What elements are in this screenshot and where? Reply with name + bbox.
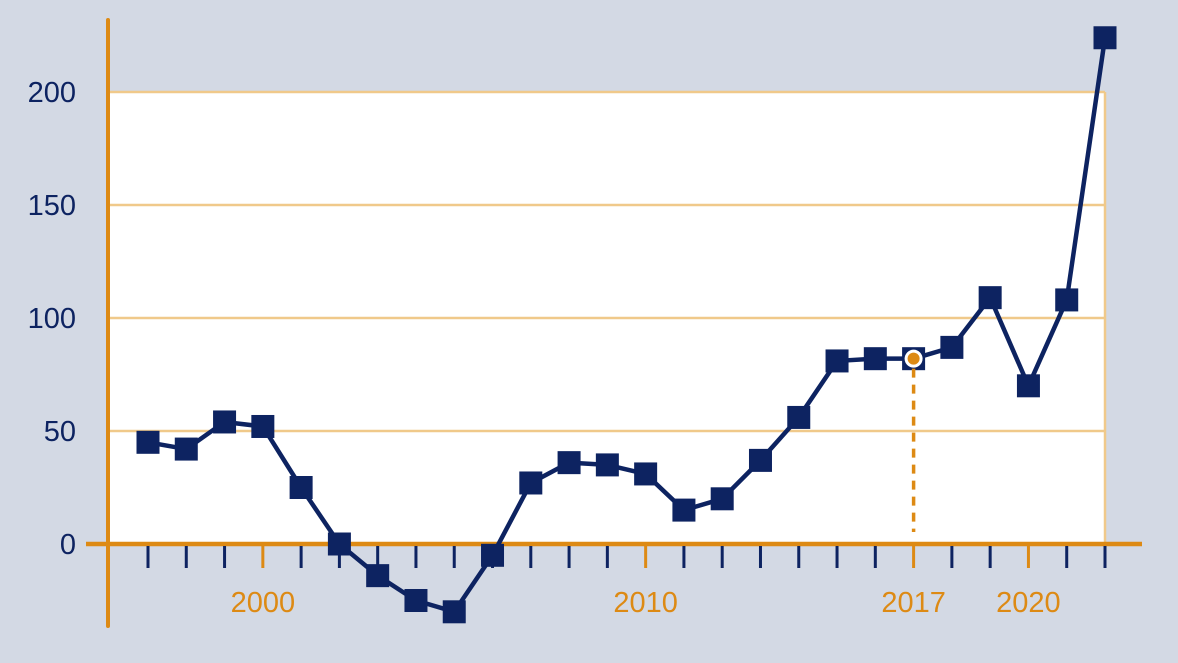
y-tick-label: 150 [28,190,76,222]
y-axis-tick-labels: 0 50 100 150 200 [28,77,76,561]
data-point [174,437,198,461]
y-tick-label: 100 [28,303,76,335]
y-tick-label: 0 [60,529,76,561]
axes [86,18,1142,628]
data-series [136,26,1117,624]
x-axis-tick-labels: 2000 2010 2017 2020 [231,587,1061,619]
data-point [748,448,772,472]
data-point [672,498,696,522]
data-point [595,453,619,477]
data-point [1016,374,1040,398]
data-point [978,286,1002,310]
data-point [787,405,811,429]
data-point [136,430,160,454]
data-point [1055,288,1079,312]
y-tick-label: 50 [44,416,76,448]
data-point [710,487,734,511]
y-tick-label: 200 [28,77,76,109]
highlight-annotation [904,349,923,532]
data-point [825,349,849,373]
data-point [863,347,887,371]
data-point [404,589,428,612]
x-tick-label: 2017 [881,587,946,619]
data-point [634,462,658,486]
highlight-marker-dot [907,352,920,365]
data-point [519,471,543,495]
x-tick-label: 2010 [613,587,678,619]
data-point [442,600,466,624]
data-point [557,451,581,475]
data-point [366,564,390,588]
data-point [940,335,964,359]
x-tick-label: 2000 [231,587,296,619]
data-point [481,543,505,567]
data-point [251,414,275,438]
data-point [289,476,313,499]
x-tick-label: 2020 [996,587,1061,619]
data-point [213,410,237,434]
data-point [1093,26,1117,50]
data-point [327,532,351,556]
